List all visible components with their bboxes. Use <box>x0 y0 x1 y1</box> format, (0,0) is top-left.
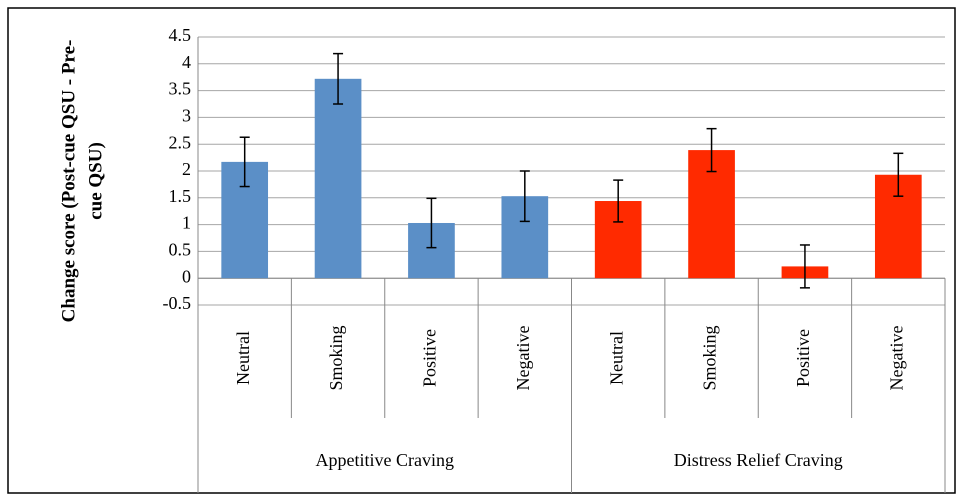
chart-border <box>7 7 956 494</box>
y-tick-label: 2.5 <box>169 132 192 152</box>
x-tick-label: Positive <box>793 329 813 387</box>
y-tick-label: 2 <box>182 159 191 179</box>
y-tick-label: 3 <box>182 106 191 126</box>
y-tick-label: 1 <box>182 213 191 233</box>
y-axis-label: cue QSU) <box>85 142 106 220</box>
y-tick-label: 1.5 <box>169 186 192 206</box>
x-tick-label: Neutral <box>606 331 626 385</box>
y-tick-label: 0.5 <box>169 240 192 260</box>
x-tick-label: Negative <box>513 326 533 391</box>
x-tick-label: Negative <box>886 326 906 391</box>
group-label: Distress Relief Craving <box>674 450 843 470</box>
bar <box>314 78 362 279</box>
x-tick-label: Neutral <box>233 331 253 385</box>
x-tick-label: Smoking <box>326 325 346 390</box>
y-tick-label: 0 <box>182 266 191 286</box>
y-tick-label: -0.5 <box>163 293 192 313</box>
group-label: Appetitive Craving <box>316 450 454 470</box>
y-tick-label: 4.5 <box>169 25 192 45</box>
y-tick-label: 4 <box>182 52 191 72</box>
x-tick-label: Positive <box>420 329 440 387</box>
y-tick-label: 3.5 <box>169 79 192 99</box>
y-axis-label: Change score (Post-cue QSU - Pre- <box>58 40 79 323</box>
x-tick-label: Smoking <box>700 325 720 390</box>
